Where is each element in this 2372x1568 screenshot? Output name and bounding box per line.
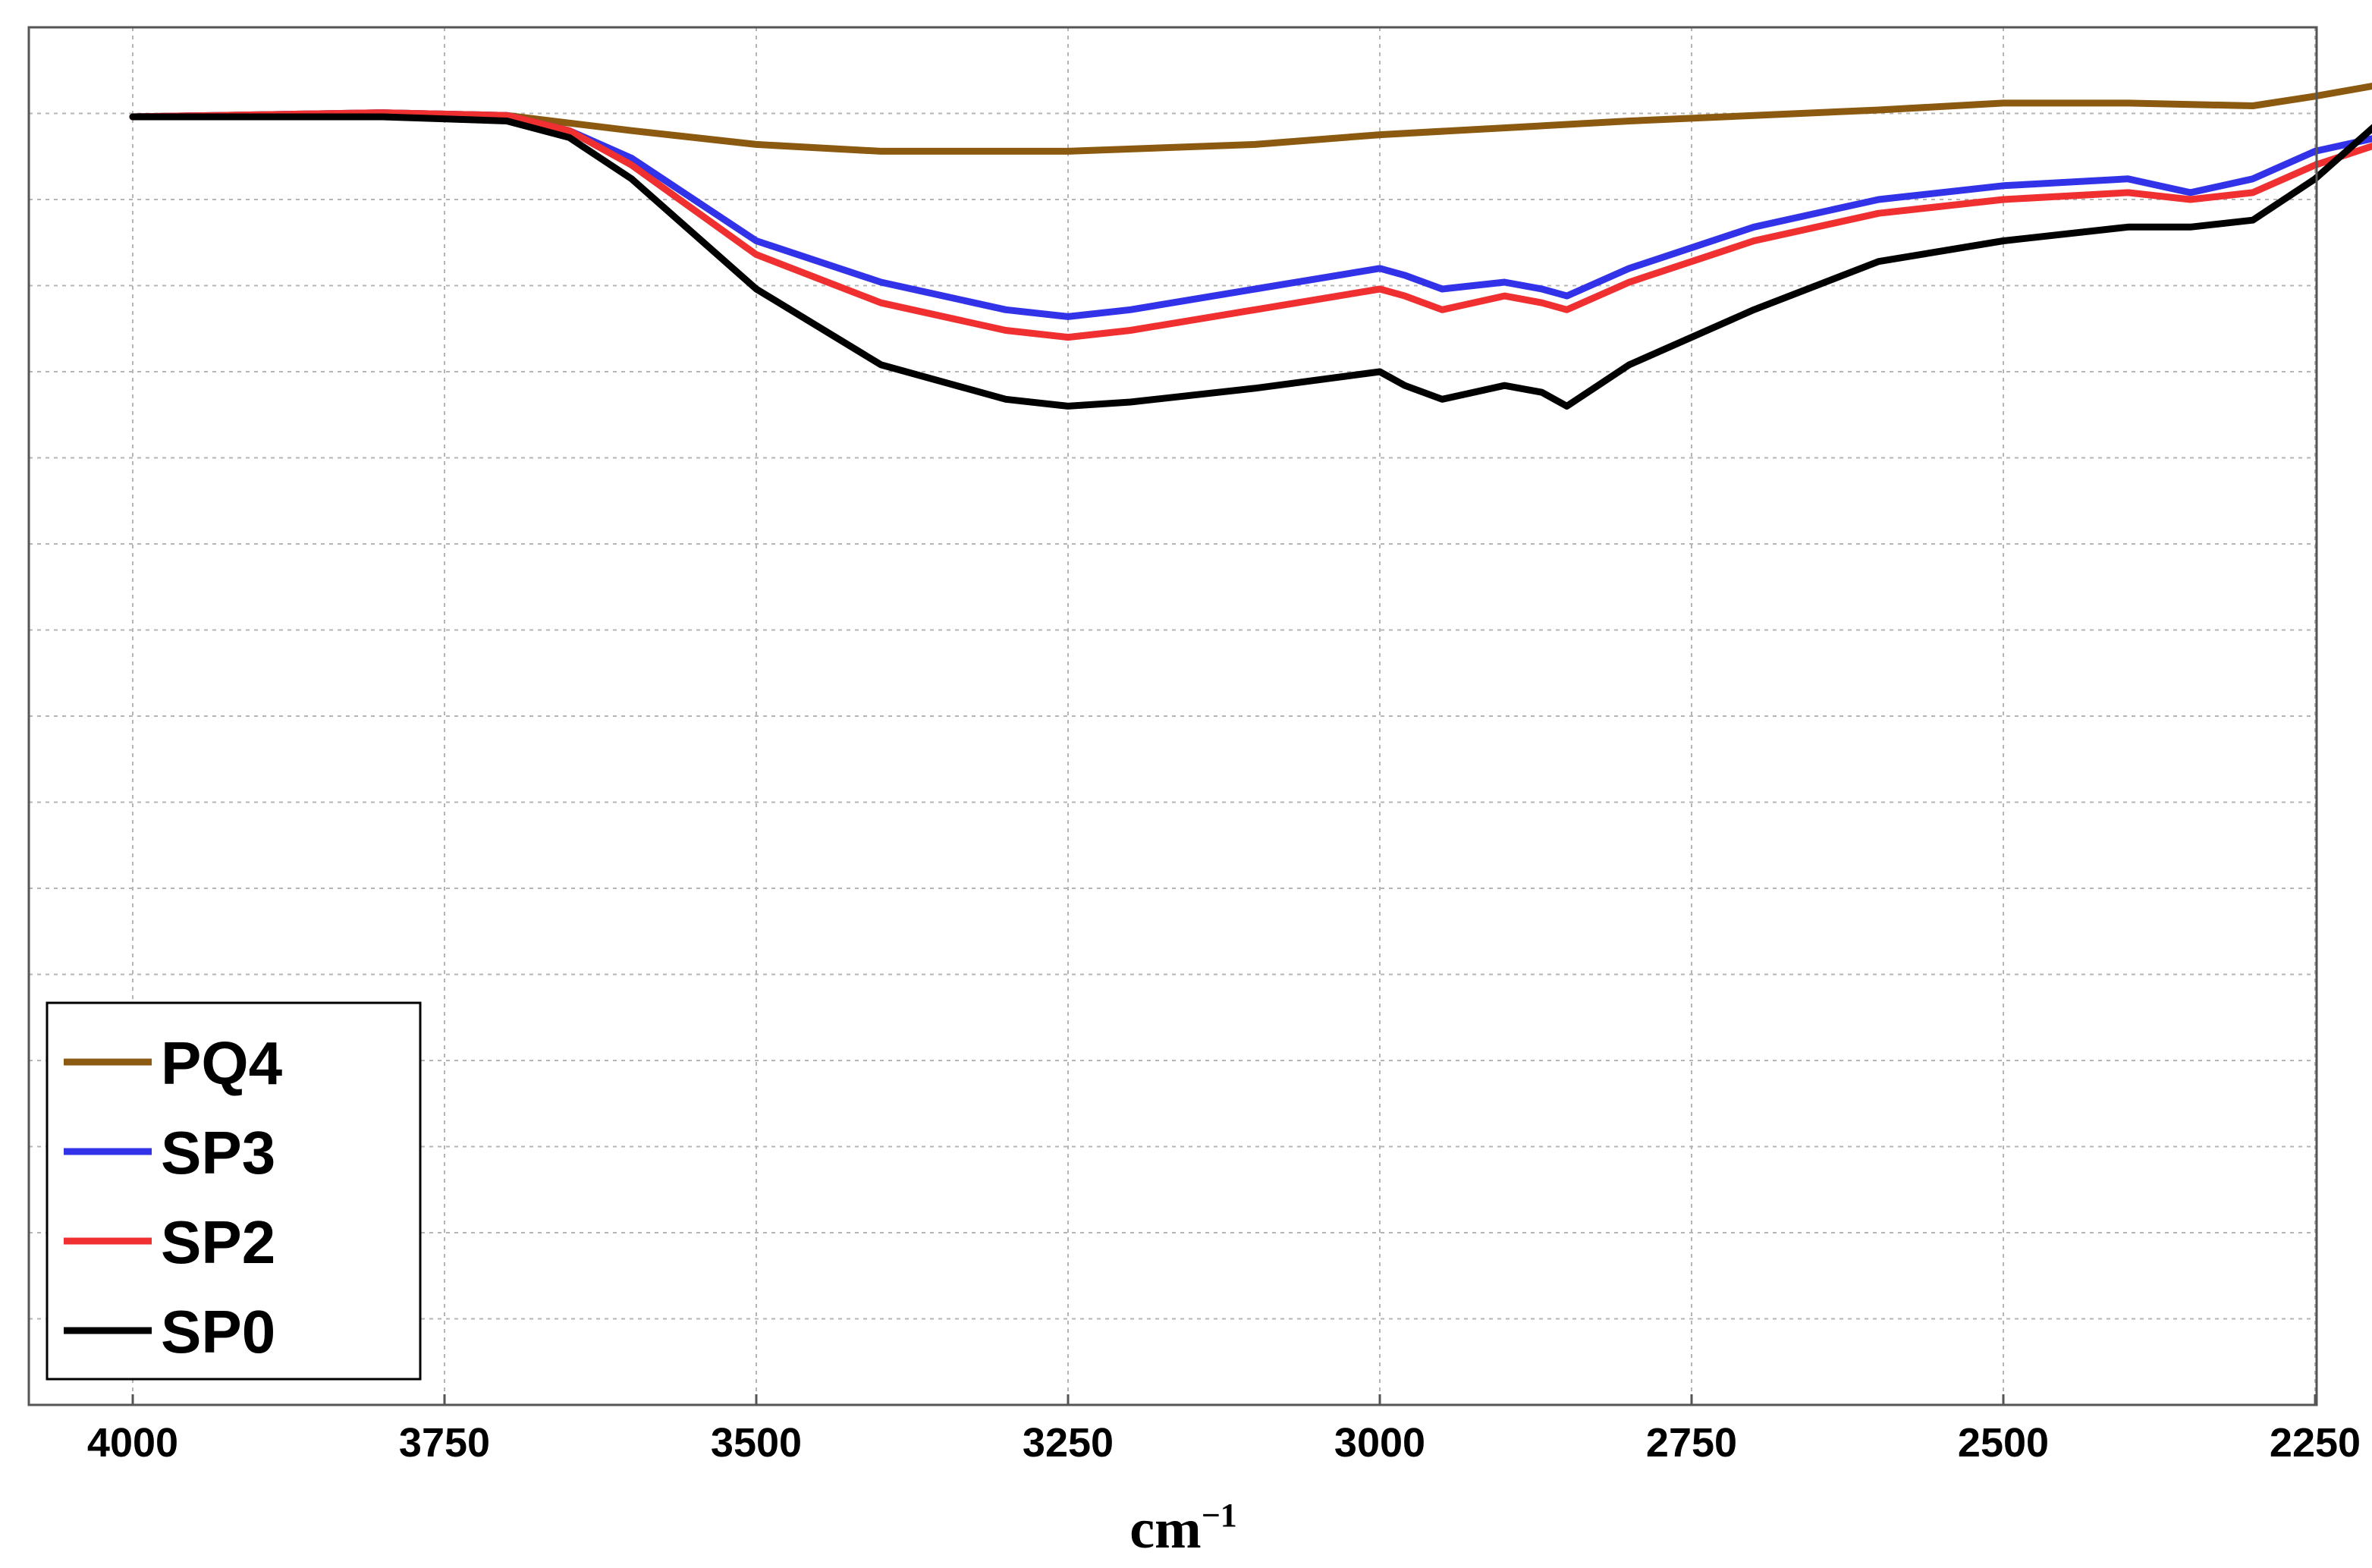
x-axis-ticks: 4000375035003250300027502500225020001750… [87,1394,2361,1466]
x-axis-label-exponent: −1 [1202,1497,1237,1534]
grid [29,27,2317,1405]
x-axis-label-unit: cm [1129,1498,1202,1560]
series-line-sp3 [129,109,2372,320]
plot-frame [27,26,2318,1406]
legend-box [46,1001,422,1381]
legend-label-sp3: SP3 [161,1119,275,1186]
series-line-sp2 [129,109,2372,341]
legend: PQ4 SP3 SP2 SP0 [46,1001,422,1381]
x-tick-label: 3500 [711,1420,802,1466]
x-tick-label: 2250 [2270,1420,2361,1466]
legend-label-pq4: PQ4 [161,1029,283,1097]
x-tick-label: 2750 [1646,1420,1737,1466]
x-tick-label: 3000 [1334,1420,1425,1466]
x-tick-label: 4000 [87,1420,178,1466]
series-line-pq4 [129,83,2372,155]
x-tick-label: 3250 [1023,1420,1114,1466]
series-layer [129,83,2372,410]
x-tick-label: 2500 [1958,1420,2049,1466]
series-line-sp0 [129,113,2372,410]
x-tick-label: 3750 [399,1420,490,1466]
legend-label-sp2: SP2 [161,1208,275,1276]
x-axis-label: cm−1 [1129,1497,1237,1560]
legend-label-sp0: SP0 [161,1298,275,1365]
